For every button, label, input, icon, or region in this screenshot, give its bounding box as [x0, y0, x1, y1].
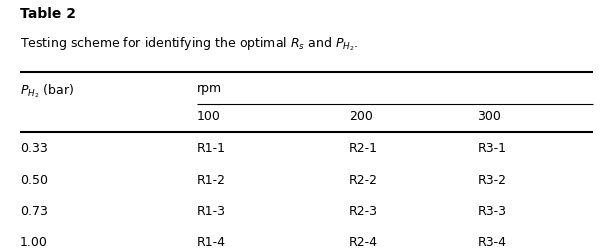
Text: R1-1: R1-1: [197, 142, 226, 155]
Text: $P_{H_2}$ (bar): $P_{H_2}$ (bar): [20, 82, 74, 100]
Text: R2-1: R2-1: [349, 142, 378, 155]
Text: R1-2: R1-2: [197, 174, 226, 187]
Text: Table 2: Table 2: [20, 7, 75, 21]
Text: R2-2: R2-2: [349, 174, 378, 187]
Text: R3-4: R3-4: [478, 236, 506, 249]
Text: R1-4: R1-4: [197, 236, 226, 249]
Text: rpm: rpm: [197, 82, 222, 95]
Text: R3-3: R3-3: [478, 205, 506, 218]
Text: R3-1: R3-1: [478, 142, 506, 155]
Text: R1-3: R1-3: [197, 205, 226, 218]
Text: 300: 300: [478, 110, 501, 123]
Text: 0.73: 0.73: [20, 205, 48, 218]
Text: R3-2: R3-2: [478, 174, 506, 187]
Text: R2-3: R2-3: [349, 205, 378, 218]
Text: 0.50: 0.50: [20, 174, 48, 187]
Text: Testing scheme for identifying the optimal $R_s$ and $P_{H_2}$.: Testing scheme for identifying the optim…: [20, 36, 358, 53]
Text: 1.00: 1.00: [20, 236, 48, 249]
Text: 100: 100: [197, 110, 221, 123]
Text: 0.33: 0.33: [20, 142, 47, 155]
Text: 200: 200: [349, 110, 373, 123]
Text: R2-4: R2-4: [349, 236, 378, 249]
